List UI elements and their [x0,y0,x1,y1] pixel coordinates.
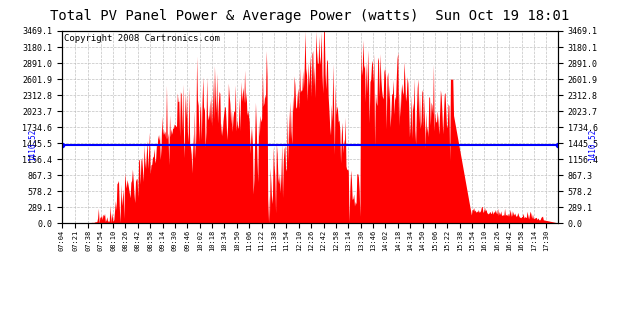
Text: Copyright 2008 Cartronics.com: Copyright 2008 Cartronics.com [64,34,220,43]
Text: 1410.52: 1410.52 [28,129,37,161]
Text: Total PV Panel Power & Average Power (watts)  Sun Oct 19 18:01: Total PV Panel Power & Average Power (wa… [50,9,570,23]
Text: 1410.52: 1410.52 [588,129,597,161]
